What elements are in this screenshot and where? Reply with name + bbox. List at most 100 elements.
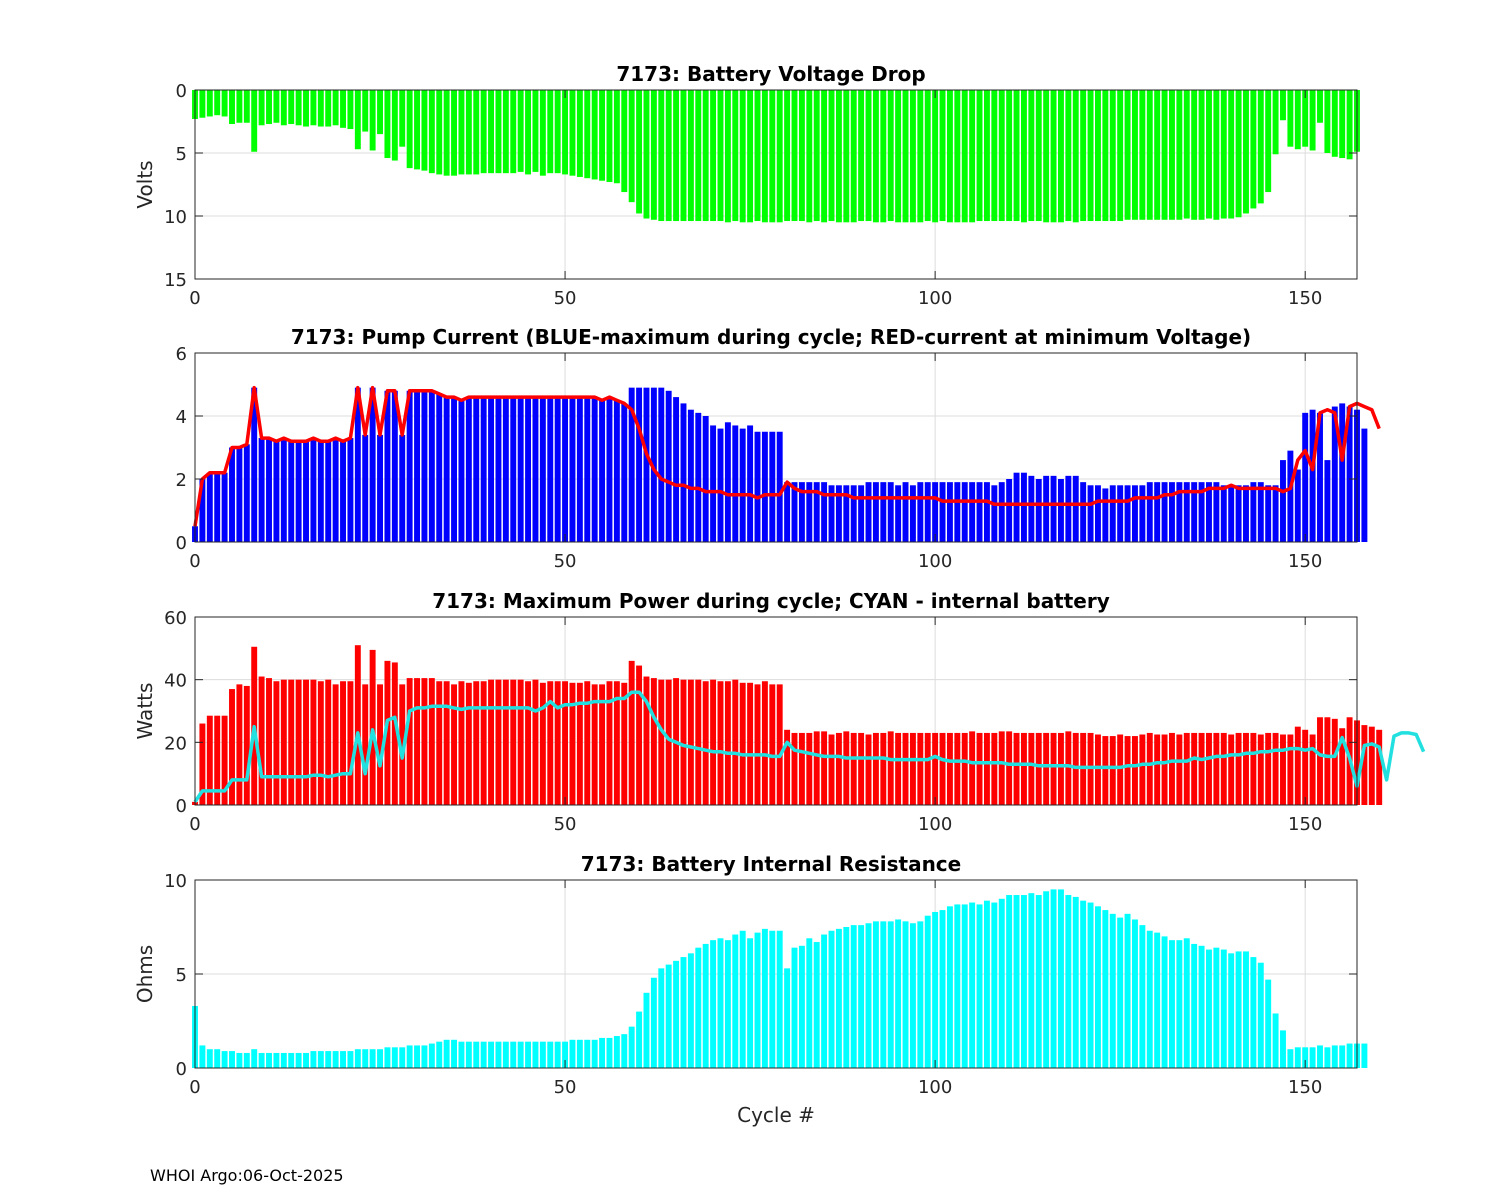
bar: [273, 1052, 280, 1068]
bar: [902, 90, 909, 223]
bar: [354, 90, 361, 150]
bar: [687, 953, 694, 1068]
bar: [443, 90, 450, 176]
bar: [377, 434, 383, 542]
bar: [443, 681, 450, 805]
bar: [850, 732, 857, 805]
bar: [1154, 932, 1161, 1068]
bar: [1228, 90, 1235, 219]
bar: [643, 387, 650, 542]
bar: [1109, 913, 1116, 1068]
bar: [258, 90, 265, 126]
bar: [480, 90, 487, 174]
bar: [724, 422, 731, 542]
bar: [1191, 732, 1198, 805]
bar: [1094, 906, 1101, 1068]
bar: [243, 685, 250, 805]
bar: [340, 441, 346, 542]
bar: [872, 921, 879, 1068]
bar: [1094, 485, 1101, 542]
bar: [932, 732, 939, 805]
bar: [872, 482, 879, 542]
bar: [488, 90, 495, 174]
bar: [769, 684, 776, 805]
bar: [229, 447, 235, 542]
bar: [710, 679, 717, 805]
bar: [591, 1039, 598, 1068]
bar: [562, 397, 569, 542]
bar: [1265, 485, 1272, 542]
bar: [650, 678, 657, 805]
y-axis-label: Volts: [133, 160, 157, 208]
bar: [954, 482, 961, 542]
bar: [939, 482, 946, 542]
bar: [1324, 1047, 1331, 1068]
bar: [1250, 482, 1257, 542]
bar: [695, 412, 702, 542]
bar: [295, 90, 302, 126]
bar: [1072, 475, 1079, 542]
bar: [206, 472, 213, 542]
x-tick-label: 150: [1288, 288, 1322, 309]
bar: [1117, 734, 1124, 805]
bar: [1272, 90, 1279, 155]
bar: [1302, 412, 1309, 542]
bar: [547, 90, 554, 174]
bar: [1006, 90, 1013, 222]
bar: [317, 441, 324, 542]
bar: [1272, 1013, 1279, 1068]
bar: [362, 434, 369, 542]
bar: [488, 397, 495, 542]
bar: [658, 90, 665, 222]
bar: [606, 681, 613, 805]
bar: [628, 1026, 635, 1068]
bar: [1124, 736, 1131, 805]
bar: [1050, 475, 1057, 542]
bar: [724, 90, 731, 223]
bar: [880, 90, 887, 223]
bar: [636, 387, 643, 542]
bar: [1169, 940, 1175, 1068]
bar: [1324, 717, 1331, 805]
bar: [1087, 902, 1094, 1068]
bar: [1191, 90, 1198, 220]
bar: [495, 90, 502, 174]
footer-label: WHOI Argo:06-Oct-2025: [150, 1166, 344, 1185]
bar: [791, 947, 798, 1068]
bar: [325, 679, 332, 805]
bar: [584, 1039, 591, 1068]
bar: [1331, 718, 1338, 805]
bar: [510, 90, 517, 174]
bar: [754, 684, 761, 805]
bar: [1161, 936, 1168, 1068]
bar: [717, 938, 724, 1068]
bar: [1028, 475, 1035, 542]
bar: [1043, 891, 1050, 1068]
bar: [1280, 734, 1286, 805]
bar: [280, 679, 287, 805]
bar: [599, 1037, 606, 1068]
bar: [1057, 479, 1064, 542]
bar: [517, 90, 524, 172]
bar: [1257, 734, 1264, 805]
bar: [1050, 732, 1057, 805]
bar: [369, 90, 376, 151]
bar: [325, 1051, 332, 1068]
bar: [1013, 895, 1020, 1068]
bar: [340, 90, 346, 128]
bar: [643, 90, 650, 219]
bar: [562, 1041, 569, 1068]
bar: [998, 731, 1005, 805]
bar: [1339, 728, 1346, 805]
bar: [325, 441, 332, 542]
bar: [1287, 1049, 1294, 1068]
bar: [1250, 957, 1257, 1068]
bar: [954, 90, 961, 223]
bar: [1368, 726, 1375, 805]
bar: [1257, 482, 1264, 542]
bar: [532, 90, 539, 172]
bar: [880, 921, 887, 1068]
x-tick-label: 0: [189, 551, 200, 572]
bar: [791, 732, 798, 805]
bar: [1102, 736, 1109, 805]
